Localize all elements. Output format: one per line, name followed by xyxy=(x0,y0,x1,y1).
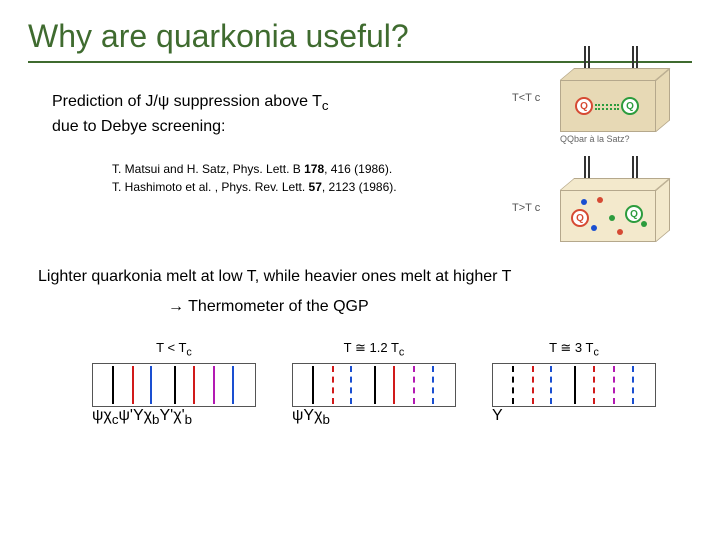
state-label: ψ xyxy=(292,407,303,424)
hot-qqbar-box: T>T c Q Q xyxy=(516,160,686,256)
spectral-panel: T ≅ 3 Tc Υ xyxy=(492,340,656,423)
state-label: χb xyxy=(314,407,330,424)
spectral-line xyxy=(150,366,152,404)
spectral-line xyxy=(632,366,634,404)
cold-sublabel: QQbar à la Satz? xyxy=(560,134,630,144)
spectral-line xyxy=(232,366,234,404)
antiquark-icon: Q xyxy=(625,205,643,223)
spectral-panel: T < Tc ψχcψ'ΥχbΥ'χ'b xyxy=(92,340,256,423)
state-label: χc xyxy=(103,407,118,424)
spectral-line xyxy=(332,366,334,404)
spectral-line xyxy=(593,366,595,404)
thermal-parton-icon xyxy=(609,215,615,221)
spectral-line xyxy=(512,366,514,404)
thermometer-statement: → Thermometer of the QGP xyxy=(168,298,692,316)
spectral-line xyxy=(532,366,534,404)
state-label: Υ xyxy=(303,407,314,424)
spectral-panel: T ≅ 1.2 Tc ψΥχb xyxy=(292,340,456,423)
spectral-box xyxy=(292,363,456,407)
antiquark-icon: Q xyxy=(621,97,639,115)
spectral-line xyxy=(393,366,395,404)
state-label: χb xyxy=(144,407,160,424)
panel-title: T ≅ 3 Tc xyxy=(492,340,656,359)
spectral-line xyxy=(413,366,415,404)
spectral-line xyxy=(432,366,434,404)
spectral-box xyxy=(92,363,256,407)
state-label: ψ' xyxy=(118,407,132,424)
thermal-parton-icon xyxy=(581,199,587,205)
isometric-box-hot: Q Q xyxy=(560,178,672,242)
spectral-line xyxy=(193,366,195,404)
spectral-line xyxy=(312,366,314,404)
isometric-box-cold: Q Q xyxy=(560,68,672,132)
state-labels: ψχcψ'ΥχbΥ'χ'b xyxy=(92,407,256,423)
hot-label: T>T c xyxy=(512,202,540,214)
panel-title: T < Tc xyxy=(92,340,256,359)
slide: Why are quarkonia useful? Prediction of … xyxy=(0,0,720,540)
state-label: χ'b xyxy=(173,407,192,424)
state-label: Υ' xyxy=(159,407,173,424)
state-labels: ψΥχb xyxy=(292,407,456,423)
thermal-parton-icon xyxy=(597,197,603,203)
spectral-box xyxy=(492,363,656,407)
thermal-parton-icon xyxy=(641,221,647,227)
quark-icon: Q xyxy=(571,209,589,227)
spectral-line xyxy=(574,366,576,404)
spectral-line xyxy=(613,366,615,404)
cold-label: T<T c xyxy=(512,92,540,104)
spectral-line xyxy=(174,366,176,404)
cold-qqbar-box: T<T c Q Q QQbar à la Satz? xyxy=(516,50,686,146)
spectral-line xyxy=(550,366,552,404)
spectral-line xyxy=(374,366,376,404)
spectral-line xyxy=(350,366,352,404)
state-label: ψ xyxy=(92,407,103,424)
state-labels: Υ xyxy=(492,407,656,423)
panel-title: T ≅ 1.2 Tc xyxy=(292,340,456,359)
state-label: Υ xyxy=(492,407,503,424)
spectral-thermometer-panels: T < Tcψχcψ'ΥχbΥ'χ'bT ≅ 1.2 TcψΥχbT ≅ 3 T… xyxy=(92,340,692,423)
spectral-line xyxy=(112,366,114,404)
thermal-parton-icon xyxy=(591,225,597,231)
spectral-line xyxy=(213,366,215,404)
spectral-line xyxy=(132,366,134,404)
quark-icon: Q xyxy=(575,97,593,115)
debye-diagrams: T<T c Q Q QQbar à la Satz? T>T c xyxy=(516,50,686,270)
melting-statement: Lighter quarkonia melt at low T, while h… xyxy=(38,268,692,286)
gluon-spring-icon xyxy=(595,104,619,110)
thermal-parton-icon xyxy=(617,229,623,235)
state-label: Υ xyxy=(133,407,144,424)
